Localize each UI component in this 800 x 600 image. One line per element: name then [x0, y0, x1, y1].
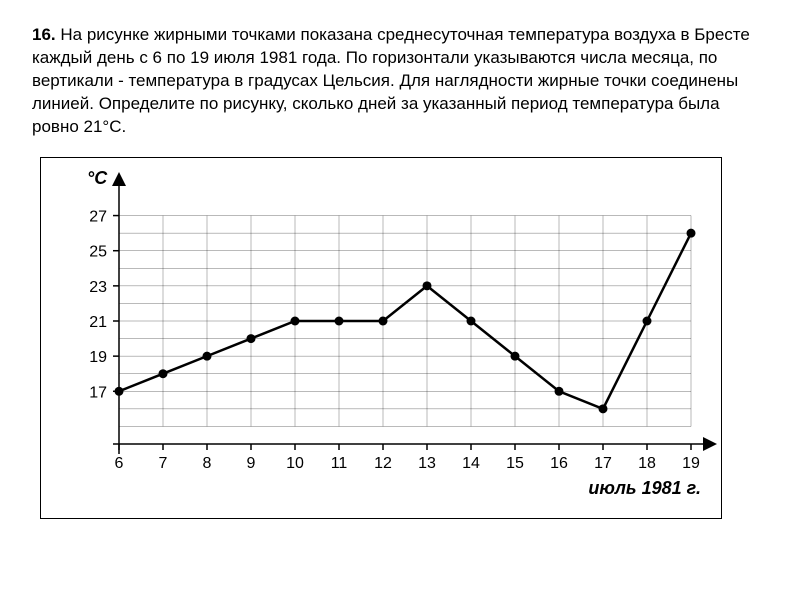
svg-text:16: 16	[550, 455, 568, 472]
svg-text:°C: °C	[87, 168, 108, 188]
svg-text:19: 19	[89, 349, 107, 366]
problem-number: 16.	[32, 25, 56, 44]
problem-body: На рисунке жирными точками показана сред…	[32, 25, 750, 136]
svg-text:27: 27	[89, 208, 107, 225]
svg-text:14: 14	[462, 455, 480, 472]
svg-text:8: 8	[203, 455, 212, 472]
svg-text:6: 6	[115, 455, 124, 472]
svg-text:10: 10	[286, 455, 304, 472]
problem-text: 16. На рисунке жирными точками показана …	[32, 24, 768, 139]
svg-text:15: 15	[506, 455, 524, 472]
svg-text:17: 17	[89, 384, 107, 401]
svg-text:21: 21	[89, 314, 107, 331]
svg-text:25: 25	[89, 243, 107, 260]
svg-text:17: 17	[594, 455, 612, 472]
svg-text:12: 12	[374, 455, 392, 472]
chart-frame: 17 19 21 23 25 27 °C 6 7 8 9 10 11 12 13 14 15 16 17 18 19 ию…	[40, 157, 722, 519]
svg-text:7: 7	[159, 455, 168, 472]
svg-text:19: 19	[682, 455, 700, 472]
temperature-chart: 17 19 21 23 25 27 °C 6 7 8 9 10 11 12 13 14 15 16 17 18 19 ию…	[41, 158, 721, 518]
svg-text:13: 13	[418, 455, 436, 472]
svg-text:23: 23	[89, 279, 107, 296]
svg-text:9: 9	[247, 455, 256, 472]
svg-text:11: 11	[331, 455, 348, 472]
svg-text:июль 1981 г.: июль 1981 г.	[588, 478, 701, 498]
svg-text:18: 18	[638, 455, 656, 472]
